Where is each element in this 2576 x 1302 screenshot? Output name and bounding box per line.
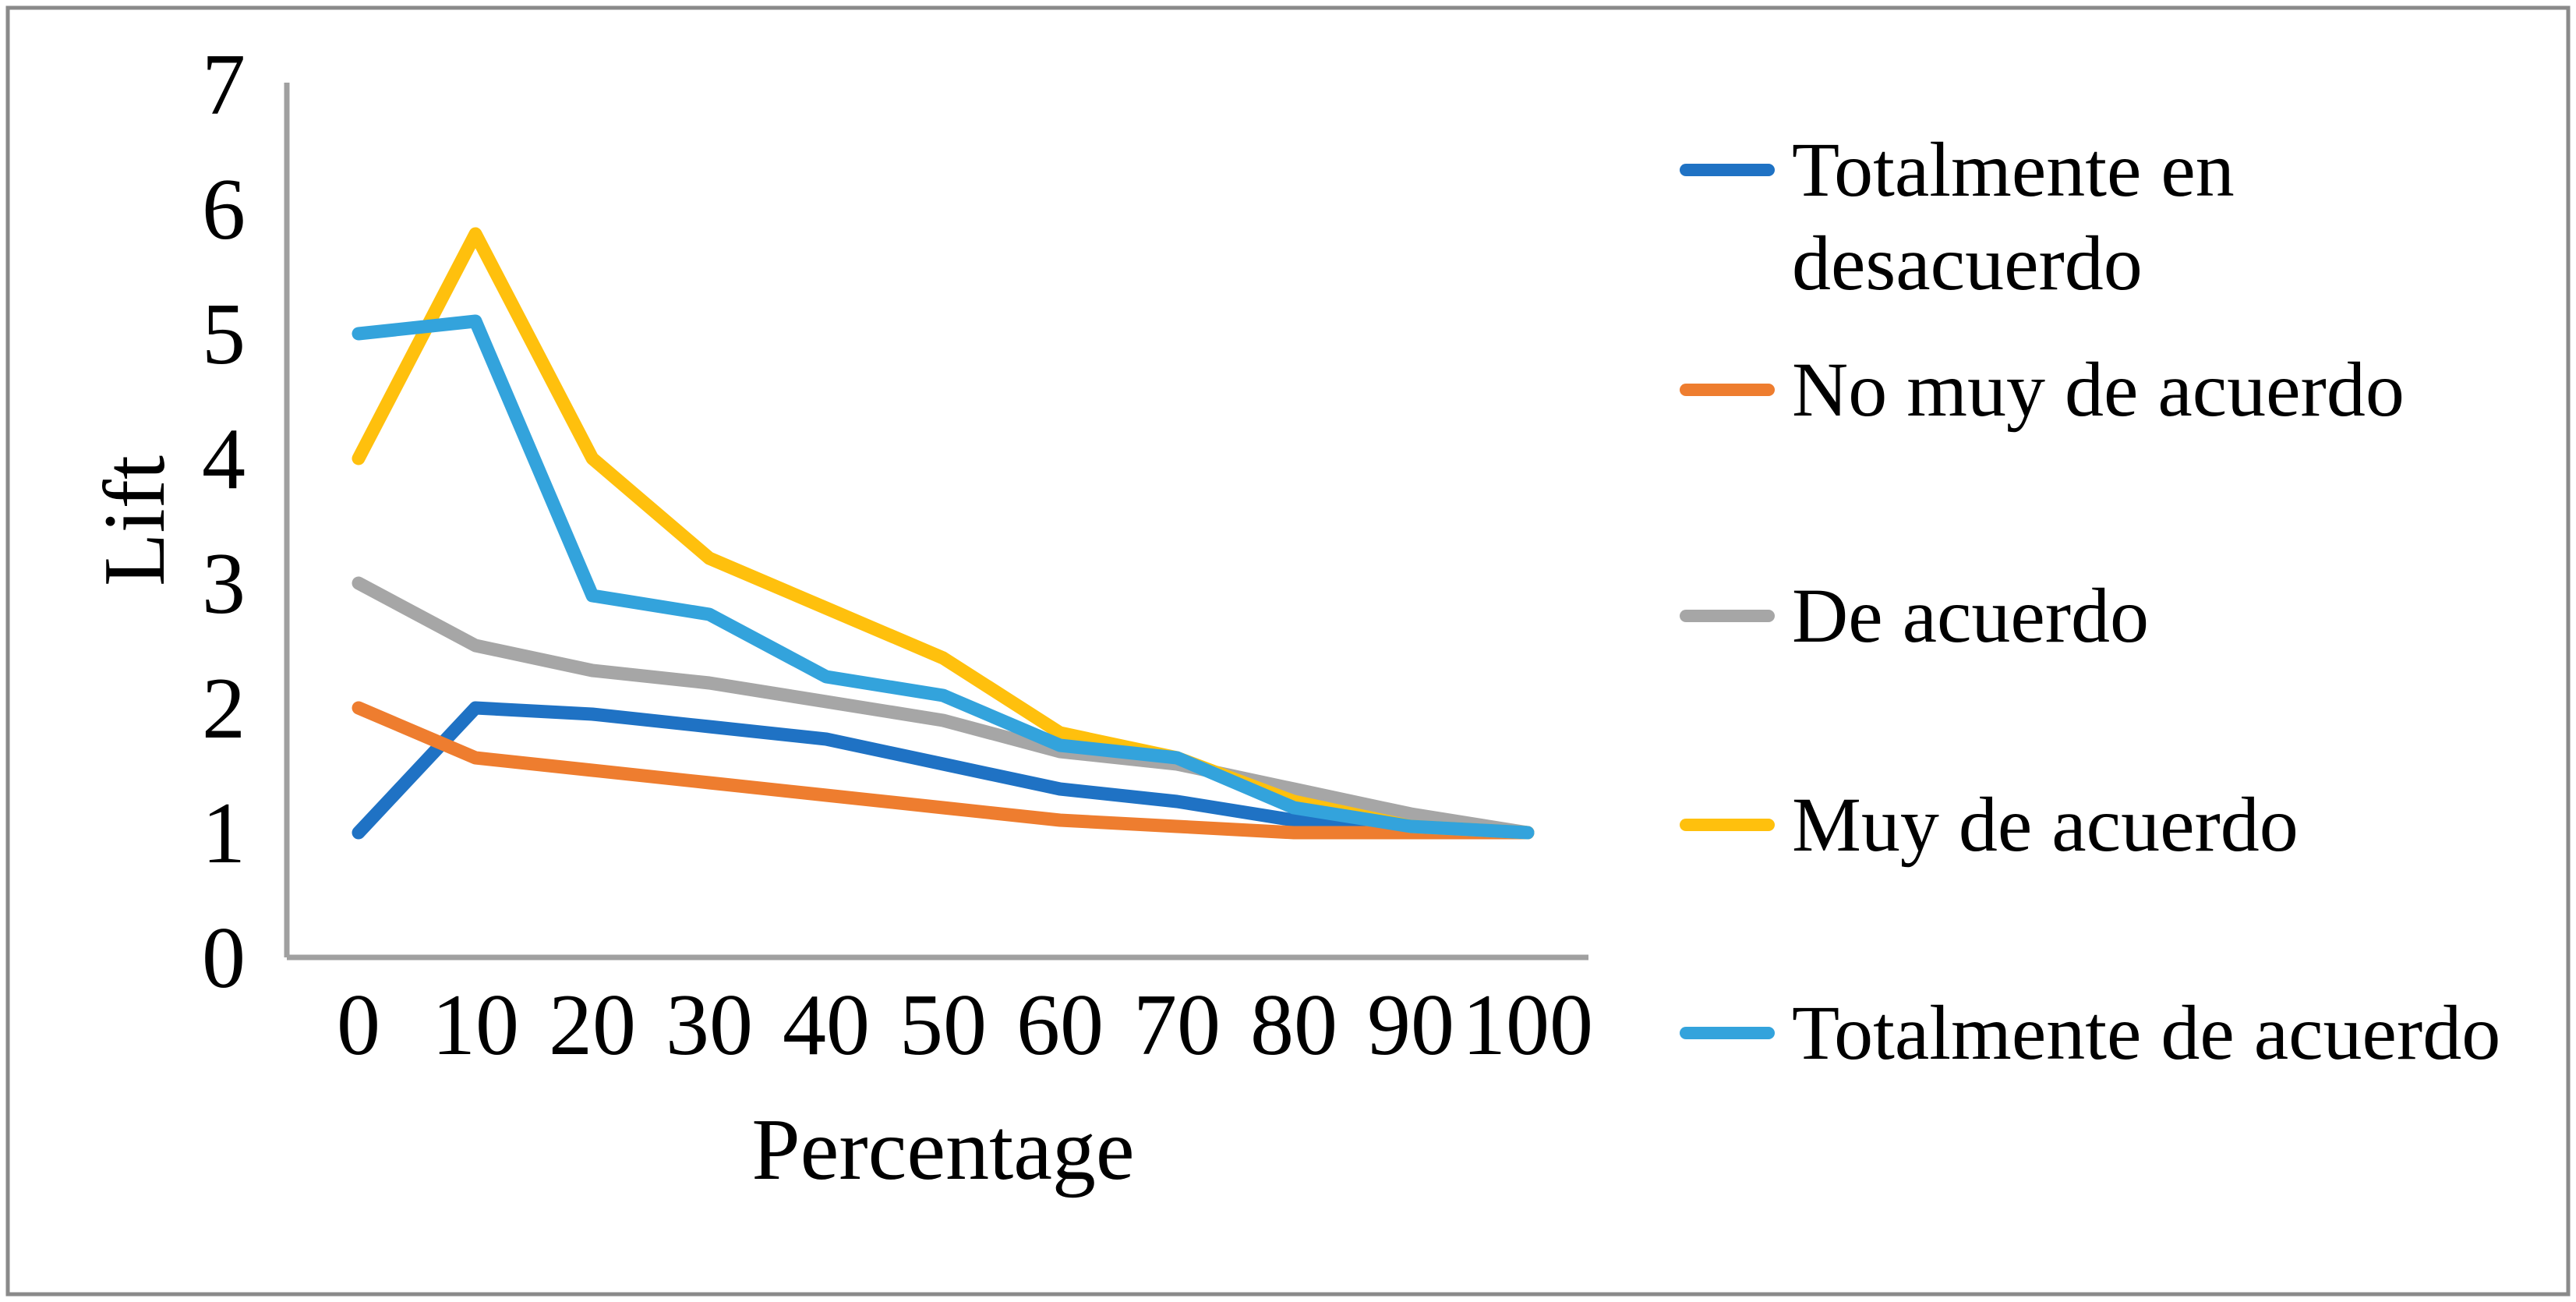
x-tick-label-30: 30 xyxy=(666,977,753,1074)
x-tick-label-10: 10 xyxy=(432,977,519,1074)
figure-border xyxy=(5,5,2571,1297)
y-tick-label-1: 1 xyxy=(202,785,246,882)
y-tick-label-0: 0 xyxy=(202,910,246,1007)
series-line-muy-de-acuerdo xyxy=(352,227,1535,840)
series-line-totalmente-de-acuerdo xyxy=(352,314,1535,840)
x-tick-label-0: 0 xyxy=(337,977,380,1074)
y-tick-label-4: 4 xyxy=(202,411,246,508)
x-tick-label-50: 50 xyxy=(899,977,987,1074)
series-line-totalmente-en-desacuerdo xyxy=(352,701,1535,840)
x-tick-label-20: 20 xyxy=(549,977,636,1074)
x-tick-label-100: 100 xyxy=(1462,977,1593,1074)
x-tick-label-70: 70 xyxy=(1133,977,1221,1074)
x-tick-label-80: 80 xyxy=(1250,977,1337,1074)
y-axis-tick-labels: 0 1 2 3 4 5 6 7 xyxy=(202,37,246,1007)
series-lines xyxy=(352,227,1535,840)
y-tick-label-3: 3 xyxy=(202,536,246,632)
series-line-no-muy-de-acuerdo xyxy=(352,701,1535,840)
y-tick-label-5: 5 xyxy=(202,286,246,383)
series-line-de-acuerdo xyxy=(352,576,1535,840)
x-axis-title: Percentage xyxy=(751,1102,1134,1198)
y-tick-label-7: 7 xyxy=(202,37,246,133)
y-tick-label-6: 6 xyxy=(202,161,246,258)
x-axis-tick-labels: 0 10 20 30 40 50 60 70 80 90 100 xyxy=(337,977,1593,1074)
y-axis-title: Lift xyxy=(87,455,183,586)
x-tick-label-90: 90 xyxy=(1367,977,1454,1074)
x-tick-label-40: 40 xyxy=(783,977,870,1074)
y-tick-label-2: 2 xyxy=(202,660,246,757)
chart-axes xyxy=(284,83,1588,961)
x-tick-label-60: 60 xyxy=(1016,977,1104,1074)
